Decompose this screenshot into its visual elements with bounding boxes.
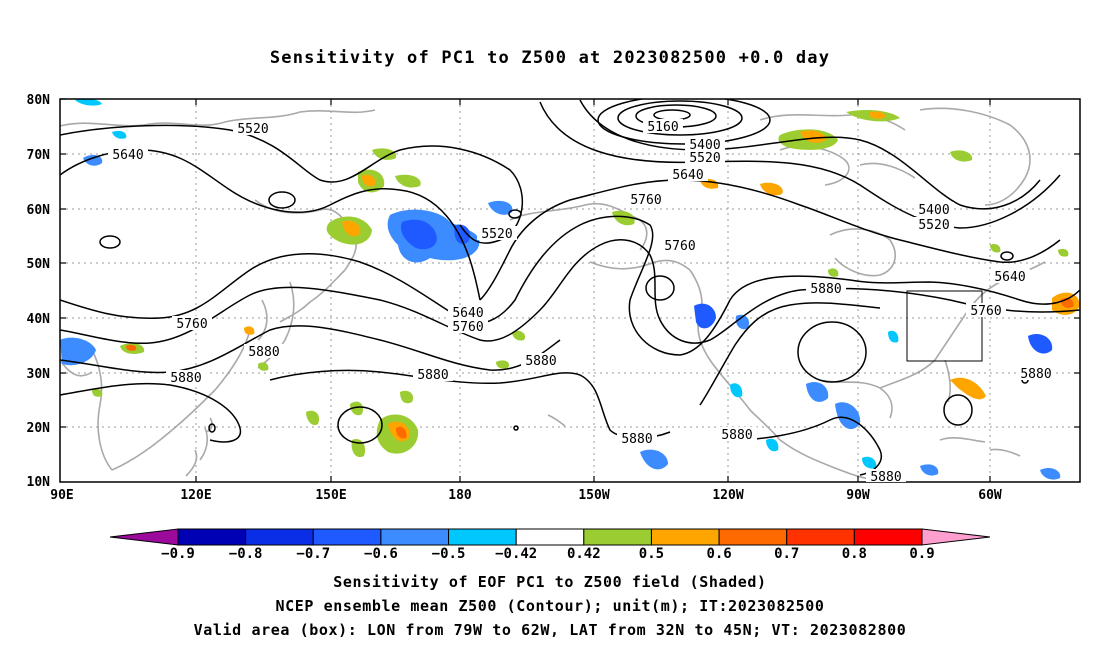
colorbar-swatch: [853, 528, 923, 546]
valid-area-box: [906, 290, 983, 362]
contour-label: 5880: [1020, 367, 1051, 382]
colorbar-swatch: [515, 528, 585, 546]
contour-label: 5760: [970, 304, 1001, 319]
caption-shaded: Sensitivity of EOF PC1 to Z500 field (Sh…: [333, 573, 767, 591]
contour-label: 5400: [918, 203, 949, 218]
colorbar-tick-label: −0.6: [364, 546, 398, 562]
lon-label: 150E: [315, 488, 346, 503]
caption-valid-area: Valid area (box): LON from 79W to 62W, L…: [193, 621, 907, 639]
contour-label: 5880: [170, 371, 201, 386]
contour-label: 5760: [452, 320, 483, 335]
contour-label: 5640: [452, 306, 483, 321]
contour-label: 5760: [664, 239, 695, 254]
colorbar-swatch: [583, 528, 652, 546]
lon-label: 120W: [712, 488, 743, 503]
colorbar: [109, 528, 991, 546]
colorbar-tick-label: −0.42: [495, 546, 537, 562]
colorbar-swatch: [786, 528, 855, 546]
map-figure: 80N 70N 60N 50N 40N 30N 20N 10N 90E 120E…: [27, 93, 1081, 562]
colorbar-high-extension: [921, 528, 991, 546]
lon-label: 60W: [978, 488, 1002, 503]
colorbar-swatch: [380, 528, 450, 546]
colorbar-tick-label: 0.5: [639, 546, 664, 562]
colorbar-swatch: [177, 528, 247, 546]
colorbar-swatch: [245, 528, 314, 546]
colorbar-swatch: [718, 528, 788, 546]
colorbar-tick-label: 0.6: [706, 546, 731, 562]
colorbar-swatch: [650, 528, 720, 546]
contour-label: 5520: [237, 122, 268, 137]
contour-labels: 5520 5640 5160 5400 5520 5640 5760 5520 …: [108, 119, 1056, 485]
colorbar-low-extension: [109, 528, 179, 546]
lat-label: 80N: [27, 93, 51, 108]
contour-label: 5160: [647, 120, 678, 135]
lon-label: 90E: [50, 488, 73, 503]
contour-label: 5880: [248, 345, 279, 360]
contour-label: 5760: [176, 317, 207, 332]
colorbar-tick-label: 0.42: [567, 546, 601, 562]
colorbar-swatch: [312, 528, 382, 546]
sensitivity-shading: [60, 99, 1080, 480]
contour-label: 5880: [621, 432, 652, 447]
longitude-labels: 90E 120E 150E 180 150W 120W 90W 60W: [50, 488, 1002, 503]
lat-label: 10N: [27, 475, 51, 490]
contour-label: 5880: [417, 368, 448, 383]
lon-label: 90W: [846, 488, 870, 503]
contour-label: 5640: [672, 168, 703, 183]
lat-label: 70N: [27, 148, 51, 163]
colorbar-tick-label: −0.8: [229, 546, 263, 562]
page-title: Sensitivity of PC1 to Z500 at 2023082500…: [269, 48, 831, 68]
lon-label: 150W: [578, 488, 609, 503]
contour-label: 5520: [689, 151, 720, 166]
contour-label: 5640: [994, 270, 1025, 285]
contour-label: 5400: [689, 138, 720, 153]
colorbar-tick-label: 0.8: [842, 546, 867, 562]
colorbar-tick-label: −0.9: [161, 546, 195, 562]
lat-label: 40N: [27, 312, 51, 327]
contour-label: 5640: [112, 148, 143, 163]
z500-contours: [60, 99, 1080, 476]
axis-ticks: [60, 98, 1080, 482]
map-border: [59, 98, 1081, 483]
colorbar-labels: −0.9 −0.8 −0.7 −0.6 −0.5 −0.42 0.42 0.5 0.6 0.7 0.…: [161, 546, 935, 562]
lat-label: 50N: [27, 257, 51, 272]
colorbar-tick-label: 0.7: [774, 546, 799, 562]
contour-label: 5880: [525, 354, 556, 369]
lat-label: 30N: [27, 367, 51, 382]
contour-label: 5520: [481, 227, 512, 242]
lat-label: 60N: [27, 203, 51, 218]
lon-label: 120E: [180, 488, 211, 503]
contour-label: 5520: [918, 218, 949, 233]
colorbar-tick-label: −0.5: [432, 546, 466, 562]
colorbar-tick-label: 0.9: [909, 546, 934, 562]
lon-label: 180: [448, 488, 472, 503]
colorbar-tick-label: −0.7: [296, 546, 330, 562]
latitude-labels: 80N 70N 60N 50N 40N 30N 20N 10N: [27, 93, 51, 490]
lat-label: 20N: [27, 421, 51, 436]
colorbar-swatch: [448, 528, 517, 546]
contour-label: 5760: [630, 193, 661, 208]
contour-label: 5880: [810, 282, 841, 297]
contour-label: 5880: [721, 428, 752, 443]
contour-label: 5880: [870, 470, 901, 485]
caption-contour: NCEP ensemble mean Z500 (Contour); unit(…: [275, 597, 825, 615]
